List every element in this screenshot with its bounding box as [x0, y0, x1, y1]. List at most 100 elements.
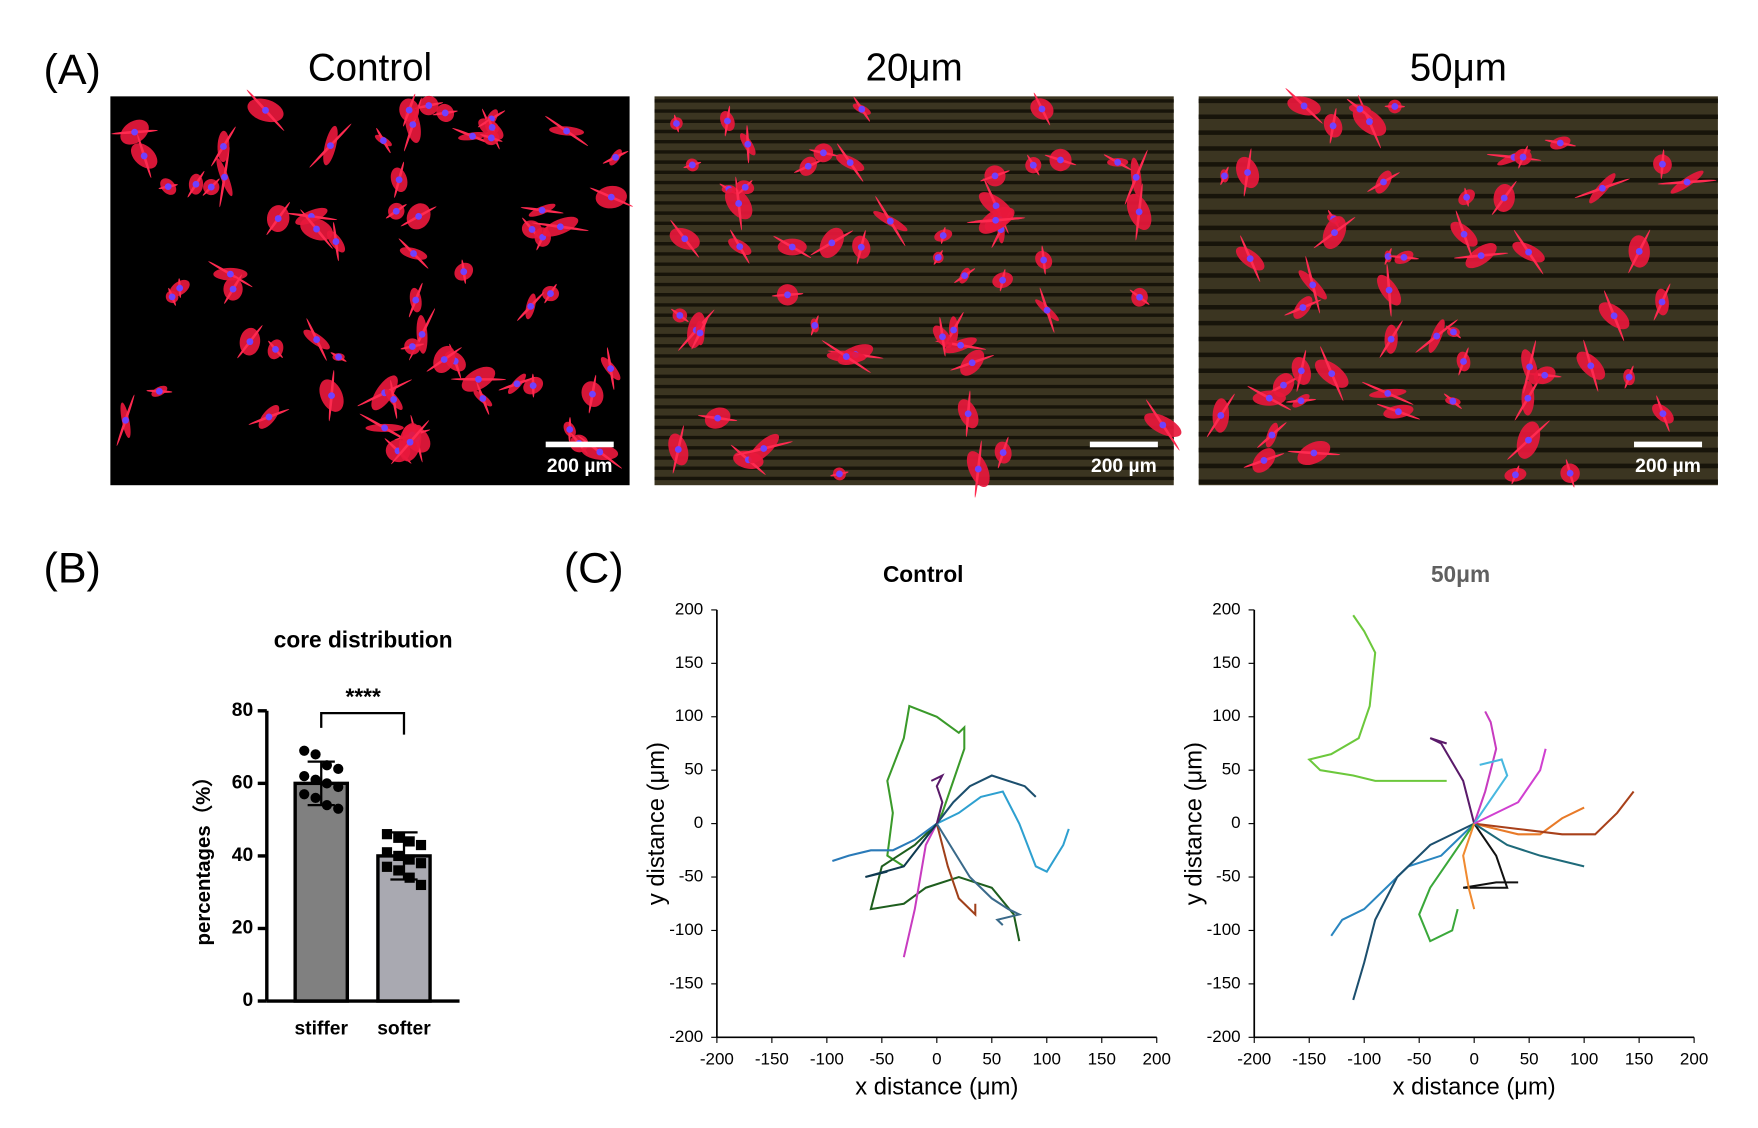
trajectory [935, 823, 1023, 926]
image-title: 20μm [866, 46, 963, 89]
nucleus [1384, 253, 1392, 260]
y-tick-label: 100 [675, 706, 703, 725]
scale-bar-label: 200 µm [1091, 456, 1157, 477]
y-tick-label: 100 [1212, 706, 1240, 725]
nucleus [529, 382, 537, 390]
nucleus [155, 387, 163, 395]
micrograph [1198, 88, 1718, 488]
nucleus [176, 284, 184, 292]
nucleus [1297, 397, 1305, 405]
nucleus [547, 290, 554, 297]
x-axis-label: x distance (μm) [1393, 1074, 1556, 1101]
nucleus [696, 329, 704, 337]
nucleus [939, 333, 946, 341]
nucleus [440, 356, 448, 363]
nucleus [804, 162, 812, 170]
data-point [299, 789, 310, 800]
nucleus [410, 250, 417, 257]
nucleus [395, 176, 403, 184]
nucleus [1043, 306, 1051, 314]
nucleus [469, 132, 476, 140]
nucleus [1366, 118, 1373, 126]
trajectory [936, 790, 1070, 874]
nucleus [392, 207, 400, 215]
nucleus [379, 137, 387, 144]
nucleus [1265, 394, 1273, 402]
nucleus [1329, 122, 1337, 130]
nucleus [563, 127, 570, 135]
nucleus [950, 326, 958, 334]
nucleus [836, 470, 843, 478]
nucleus [1526, 363, 1534, 371]
nucleus [1387, 335, 1395, 343]
nucleus [1659, 160, 1666, 168]
data-point [381, 847, 393, 858]
nucleus [673, 120, 680, 127]
nucleus [886, 217, 894, 225]
nucleus [1384, 389, 1392, 397]
nucleus [1512, 471, 1519, 479]
data-point [299, 745, 310, 756]
data-point [310, 792, 321, 803]
y-tick-label: 0 [242, 990, 253, 1011]
data-point [299, 771, 310, 782]
data-point [393, 850, 404, 862]
data-point [321, 778, 333, 789]
nucleus [1132, 173, 1140, 181]
data-point [404, 854, 415, 865]
y-tick-label: 60 [232, 772, 253, 793]
nucleus [313, 336, 321, 343]
nucleus [538, 206, 546, 214]
trajectory [930, 773, 945, 824]
trajectory [1473, 822, 1585, 868]
nucleus [1029, 161, 1037, 169]
nucleus [221, 173, 228, 181]
nucleus [192, 180, 200, 188]
nucleus [1328, 370, 1336, 378]
nucleus [406, 438, 414, 446]
trajectory [1473, 710, 1498, 824]
y-tick-label: -100 [669, 920, 703, 939]
y-tick-label: -50 [679, 867, 704, 886]
nucleus [1477, 252, 1485, 260]
x-tick-label: 200 [1143, 1049, 1171, 1068]
nucleus [488, 124, 496, 131]
nucleus [992, 216, 1000, 224]
trajectory [902, 823, 938, 958]
micrograph [654, 92, 1182, 498]
nucleus [246, 338, 254, 346]
nucleus [991, 172, 999, 180]
nucleus [1221, 172, 1228, 180]
nucleus [122, 416, 129, 424]
nucleus [934, 254, 942, 261]
y-tick-label: -150 [669, 973, 703, 992]
x-tick-label: -150 [755, 1049, 789, 1068]
nucleus [607, 365, 615, 373]
nucleus [992, 202, 1000, 210]
nucleus [1635, 248, 1643, 255]
y-tick-label: 0 [1231, 813, 1240, 832]
data-point [415, 879, 427, 891]
nucleus [1541, 371, 1549, 379]
nucleus [968, 359, 976, 367]
nucleus [425, 102, 433, 109]
nucleus [612, 153, 619, 161]
x-tick-label: -50 [870, 1049, 895, 1068]
x-tick-label: -100 [1347, 1049, 1381, 1068]
nucleus [1057, 156, 1064, 164]
data-point [321, 760, 333, 771]
nucleus [475, 375, 482, 383]
nucleus [1310, 449, 1318, 457]
data-point [404, 836, 415, 847]
y-tick-label: 20 [232, 918, 253, 939]
data-point [333, 781, 344, 793]
nucleus [405, 106, 413, 114]
y-tick-label: 150 [1212, 653, 1240, 672]
nucleus [415, 212, 423, 220]
nucleus [676, 312, 684, 319]
nucleus [596, 448, 604, 456]
chart-title: Control [883, 561, 964, 587]
micrograph [110, 89, 633, 486]
nucleus [784, 291, 791, 299]
nucleus [1556, 139, 1564, 147]
